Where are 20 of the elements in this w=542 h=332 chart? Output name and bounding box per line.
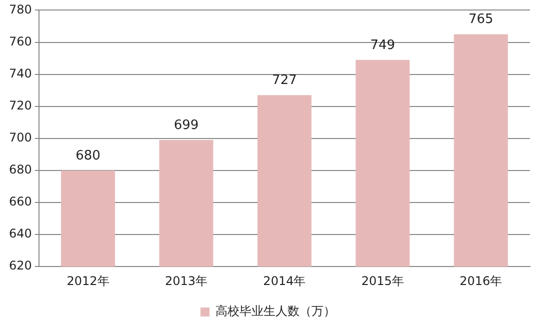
y-tick-label: 680 (9, 162, 32, 177)
data-label: 699 (174, 118, 199, 133)
x-tick-label: 2012年 (66, 274, 110, 288)
y-tick-label: 640 (9, 226, 32, 241)
x-tick-label: 2014年 (263, 274, 306, 288)
x-tick-label: 2015年 (361, 274, 404, 288)
y-tick-label: 740 (9, 66, 32, 80)
data-label: 727 (272, 73, 297, 88)
legend-label: 高校毕业生人数（万） (216, 304, 336, 318)
y-tick-label: 760 (9, 34, 32, 48)
data-label: 680 (76, 148, 100, 164)
y-tick-label: 660 (9, 194, 32, 209)
y-tick-label: 780 (9, 2, 32, 16)
y-tick-label: 720 (9, 98, 32, 112)
data-label: 765 (468, 12, 494, 28)
y-tick-label: 620 (9, 258, 32, 273)
y-tick-label: 700 (9, 130, 32, 145)
x-tick-label: 2016年 (460, 274, 502, 288)
x-tick-label: 2013年 (164, 274, 208, 288)
data-label: 749 (370, 38, 396, 53)
